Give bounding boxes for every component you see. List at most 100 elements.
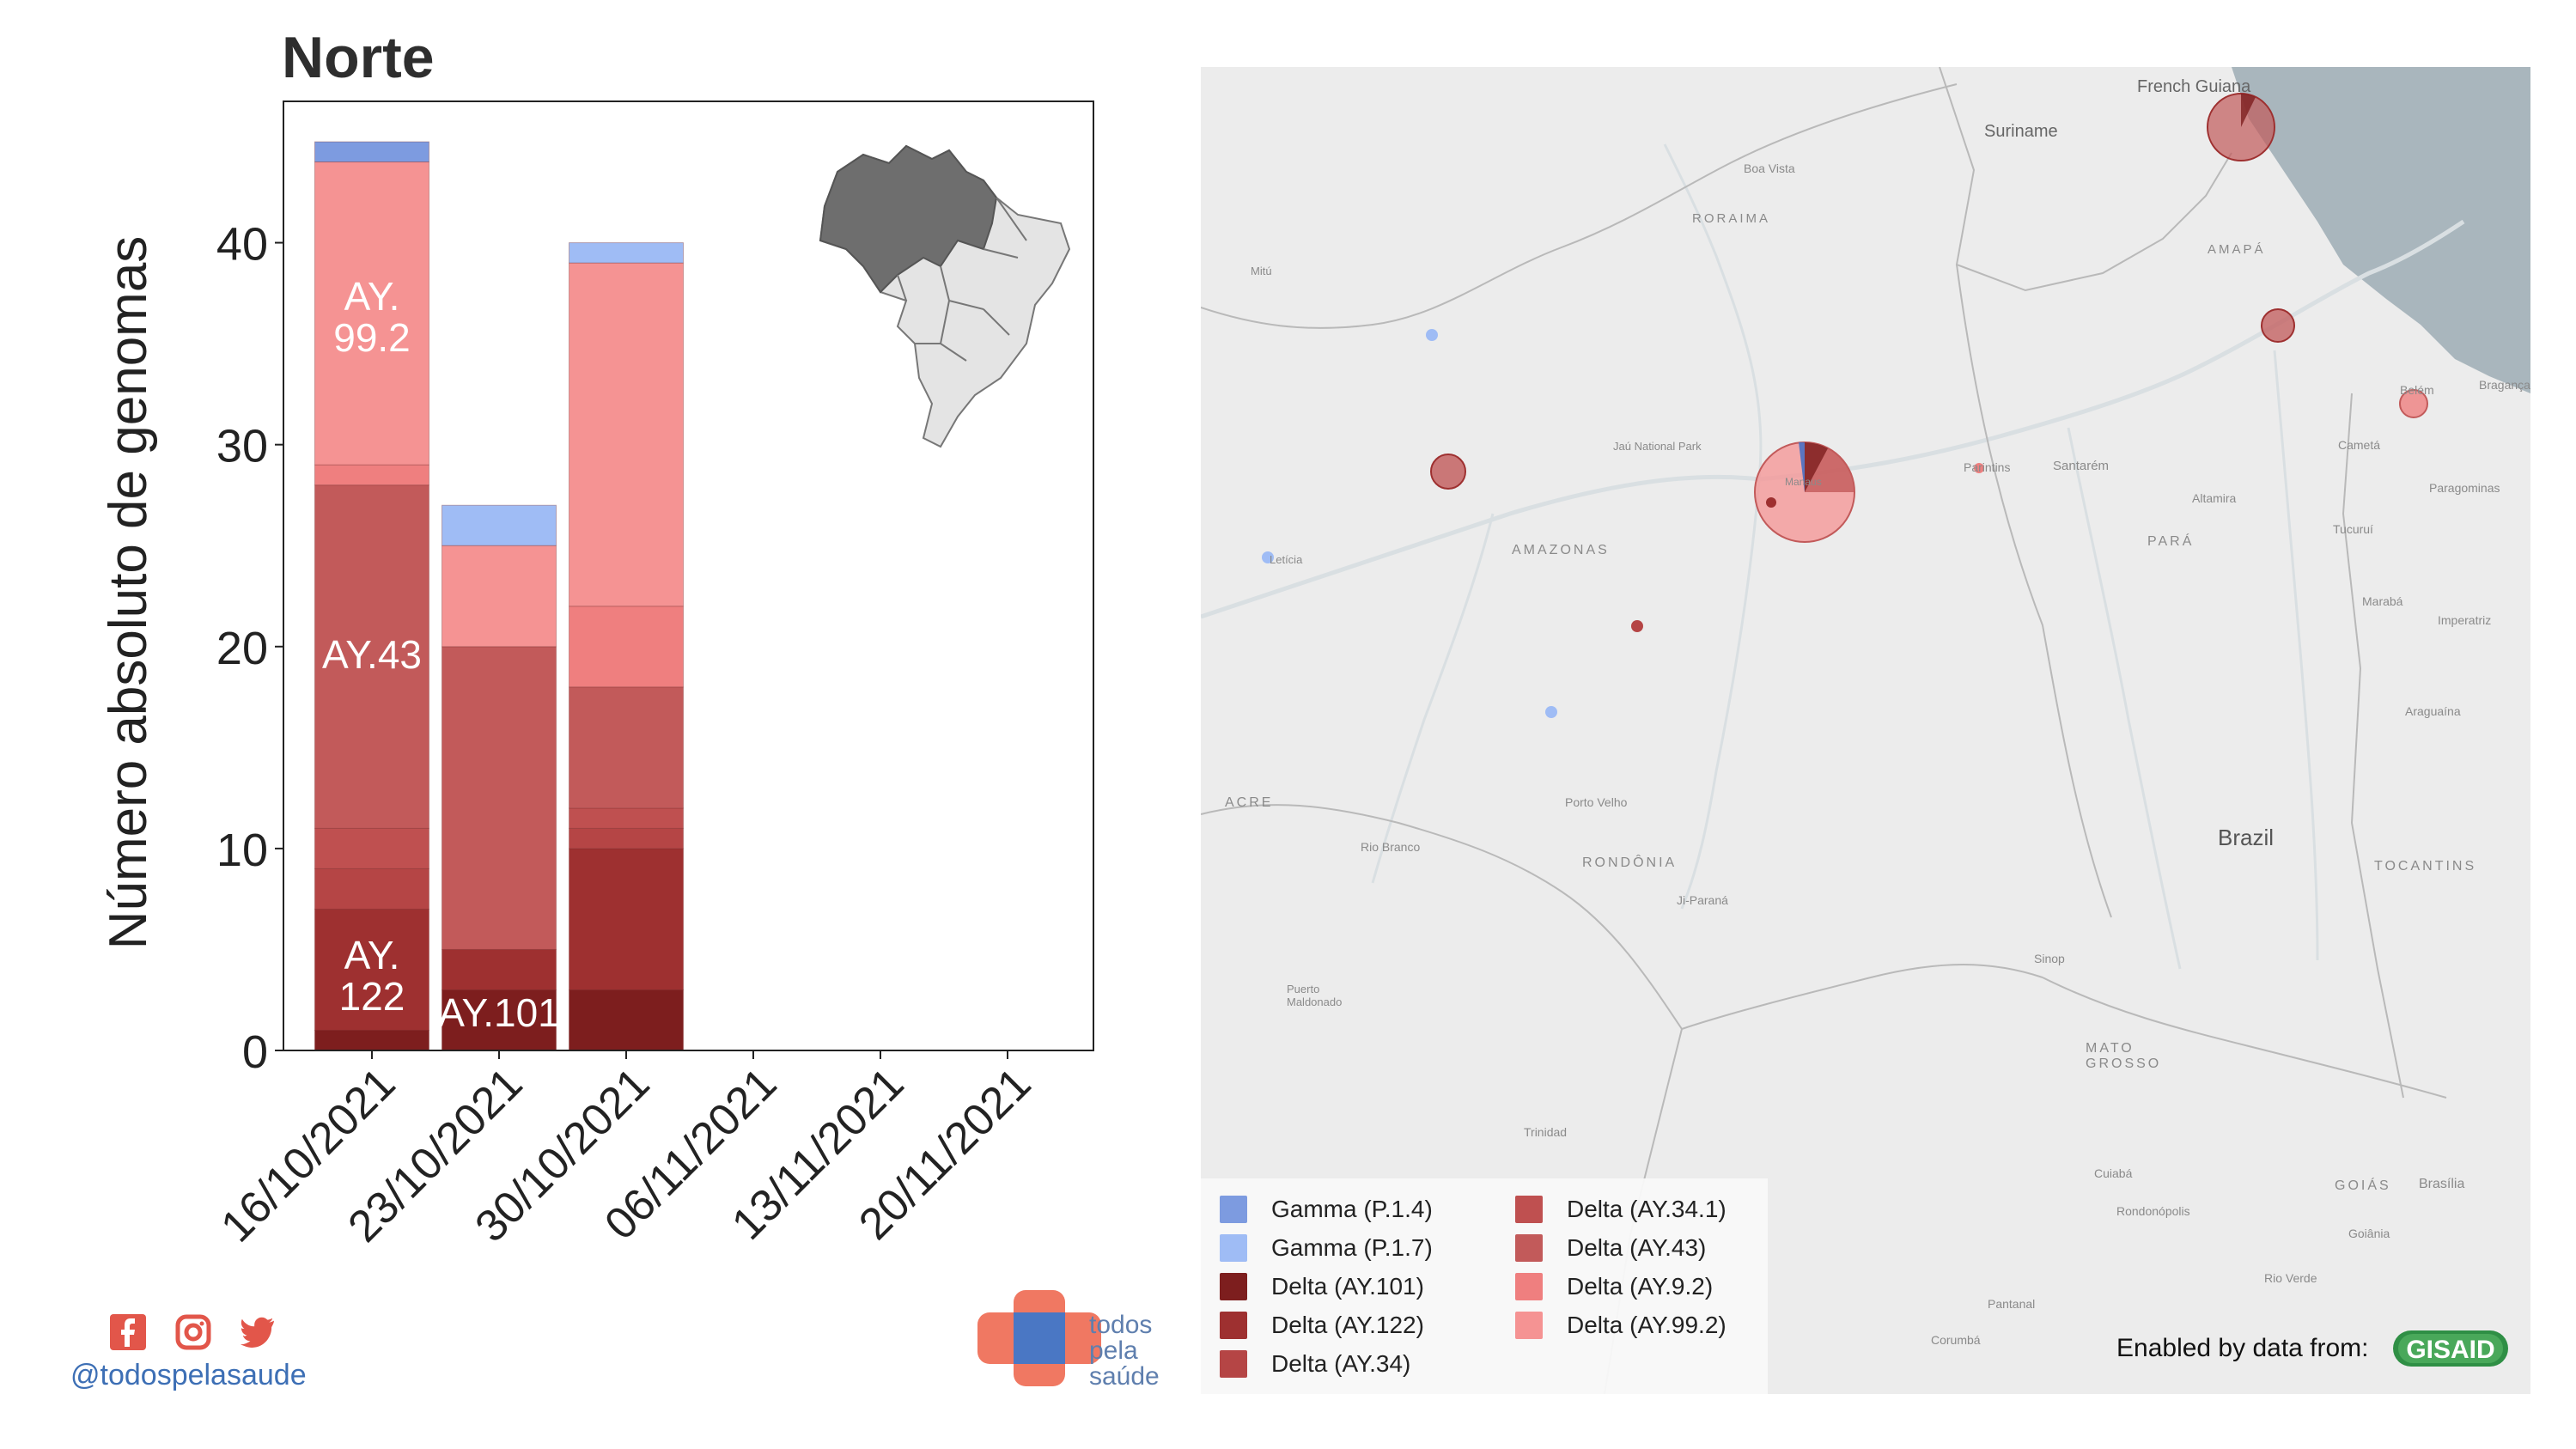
amapa-pie xyxy=(2261,308,2295,343)
label-parintins: Parintins xyxy=(1964,460,2011,474)
state-lines xyxy=(897,197,1027,362)
label-rondonia: RONDÔNIA xyxy=(1582,855,1678,870)
chart-title: Norte xyxy=(282,25,435,90)
legend-label: Delta (AY.34) xyxy=(1271,1350,1411,1377)
parintins-point xyxy=(1974,463,1984,473)
bar-segment xyxy=(314,827,429,869)
bar-segment xyxy=(442,545,557,648)
bar-segment xyxy=(314,1029,429,1051)
label-imperatriz: Imperatriz xyxy=(2438,613,2492,627)
legend-swatch xyxy=(1515,1312,1543,1339)
legend-label: Gamma (P.1.7) xyxy=(1271,1234,1433,1261)
manaus-pie-delta-ay122 xyxy=(1805,442,1828,492)
leticia-point xyxy=(1262,551,1274,563)
bar-segment xyxy=(442,646,557,950)
label-altamira: Altamira xyxy=(2192,491,2237,505)
label-brazil: Brazil xyxy=(2218,825,2275,850)
brand-line-1: todos xyxy=(1089,1311,1153,1339)
bar-segment xyxy=(314,141,429,163)
brand-line-3: saúde xyxy=(1089,1362,1160,1391)
facebook-icon[interactable] xyxy=(110,1314,146,1350)
legend-item: Delta (AY.34) xyxy=(1220,1347,1410,1381)
bar-segment xyxy=(569,807,684,829)
legend-swatch xyxy=(1220,1350,1247,1378)
label-suriname: Suriname xyxy=(1984,122,2058,141)
label-tucurui: Tucuruí xyxy=(2333,522,2373,536)
bar-segment xyxy=(314,161,429,466)
bar-segment xyxy=(569,262,684,607)
label-maraba: Marabá xyxy=(2362,594,2403,608)
legend-label: Delta (AY.9.2) xyxy=(1567,1273,1714,1300)
bar-segment xyxy=(569,848,684,990)
y-axis: 0 10 20 30 40 xyxy=(216,219,283,1078)
y-axis-label: Número absoluto de genomas xyxy=(99,236,158,950)
legend-item: Gamma (P.1.4) xyxy=(1220,1192,1433,1227)
legend-item: Delta (AY.99.2) xyxy=(1515,1308,1726,1342)
ocean xyxy=(2232,67,2530,393)
bar-annotation: AY.43 xyxy=(322,632,422,677)
label-braganca: Bragança xyxy=(2479,378,2530,392)
bar-annotation: 99.2 xyxy=(333,315,411,360)
bar-annotation: 122 xyxy=(339,974,405,1019)
bar-segment xyxy=(569,989,684,1051)
label-jau-national-park: Jaú National Park xyxy=(1613,440,1702,453)
map-canvas xyxy=(1201,67,2530,1394)
legend-label: Delta (AY.101) xyxy=(1271,1273,1424,1300)
map-points xyxy=(1262,93,2428,718)
legend-swatch xyxy=(1515,1196,1543,1223)
brazil-inset-map xyxy=(819,144,1071,448)
label-rio-branco: Rio Branco xyxy=(1361,840,1421,854)
legend-item: Delta (AY.9.2) xyxy=(1515,1269,1713,1304)
borders xyxy=(1201,67,2447,1394)
map-legend: Gamma (P.1.4) Gamma (P.1.7) Delta (AY.10… xyxy=(1201,1178,1768,1394)
label-cuiaba: Cuiabá xyxy=(2094,1166,2133,1180)
legend-item: Delta (AY.43) xyxy=(1515,1231,1706,1265)
bar-segment xyxy=(314,484,429,829)
bar-segment xyxy=(314,464,429,486)
instagram-icon[interactable] xyxy=(175,1314,211,1350)
twitter-icon[interactable] xyxy=(241,1314,277,1350)
bar-segment xyxy=(314,908,429,1031)
y-tick-label: 20 xyxy=(216,623,268,674)
label-tocantins: TOCANTINS xyxy=(2374,859,2477,874)
legend-item: Delta (AY.122) xyxy=(1220,1308,1424,1342)
bar-annotation: AY. xyxy=(344,274,400,319)
central-amazonas-point xyxy=(1766,497,1776,508)
label-santarem: Santarém xyxy=(2053,459,2110,473)
bar-segment xyxy=(314,868,429,910)
map-panel[interactable]: French Guiana Suriname Boa Vista RORAIMA… xyxy=(1201,67,2530,1394)
x-axis: 16/10/202123/10/202130/10/202106/11/2021… xyxy=(211,1050,1040,1252)
y-tick-label: 40 xyxy=(216,219,268,271)
todos-pela-saude-logo-icon xyxy=(977,1290,1101,1386)
social-handle[interactable]: @todospelasaude xyxy=(70,1359,307,1391)
label-ji-parana: Ji-Paraná xyxy=(1677,893,1728,907)
legend-swatch xyxy=(1515,1273,1543,1300)
legend-swatch xyxy=(1515,1234,1543,1262)
legend-item: Delta (AY.101) xyxy=(1220,1269,1424,1304)
bar-segment xyxy=(442,504,557,546)
label-amazonas: AMAZONAS xyxy=(1512,543,1610,557)
label-rondonopolis: Rondonópolis xyxy=(2116,1204,2190,1218)
bar-segment xyxy=(442,948,557,990)
y-tick-label: 30 xyxy=(216,421,268,472)
bar-annotation: AY. xyxy=(344,933,400,977)
brand-line-2: pela xyxy=(1089,1336,1138,1365)
legend-label: Delta (AY.43) xyxy=(1567,1234,1707,1261)
bar-segment xyxy=(569,242,684,264)
label-acre: ACRE xyxy=(1225,795,1274,810)
label-goiania: Goiânia xyxy=(2348,1227,2390,1240)
label-mitu: Mitú xyxy=(1251,265,1272,277)
gisaid-logo-icon[interactable]: GISAID xyxy=(2391,1327,2510,1370)
label-sinop: Sinop xyxy=(2034,952,2065,965)
label-porto-velho: Porto Velho xyxy=(1565,795,1628,809)
bars-layer xyxy=(314,141,684,1051)
y-tick-label: 10 xyxy=(216,825,268,876)
label-amapa: AMAPÁ xyxy=(2208,242,2266,257)
label-goias: GOIÁS xyxy=(2335,1178,2391,1193)
legend-label: Delta (AY.99.2) xyxy=(1567,1312,1726,1338)
label-araguaina: Araguaína xyxy=(2405,704,2461,718)
legend-label: Delta (AY.34.1) xyxy=(1567,1196,1726,1222)
label-french-guiana: French Guiana xyxy=(2137,77,2251,96)
legend-swatch xyxy=(1220,1273,1247,1300)
